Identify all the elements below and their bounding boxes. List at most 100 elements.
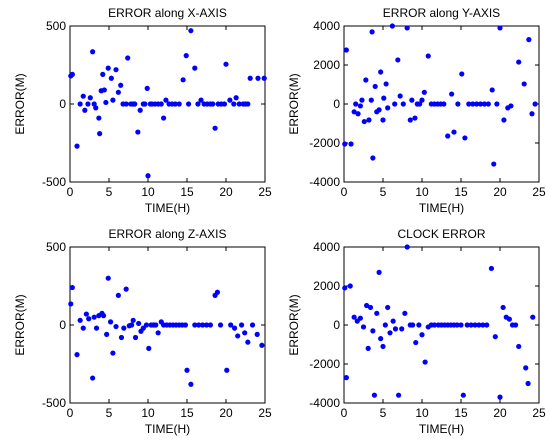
point	[431, 322, 438, 328]
point	[521, 81, 527, 87]
point	[74, 352, 80, 358]
point	[93, 105, 99, 111]
x-axis-label: TIME(H)	[419, 422, 464, 436]
point	[136, 320, 142, 327]
point	[142, 101, 148, 107]
point	[497, 394, 503, 400]
point	[484, 322, 490, 328]
point	[466, 101, 472, 107]
point	[261, 75, 267, 81]
point	[200, 322, 206, 328]
point	[474, 101, 480, 107]
y-axis-label: ERROR(M)	[13, 294, 27, 355]
y-tick-label: 500	[46, 240, 66, 254]
point	[101, 87, 107, 93]
point	[113, 323, 119, 330]
point	[143, 322, 150, 328]
point	[357, 103, 363, 109]
point	[347, 283, 353, 289]
x-tick-label: 10	[141, 185, 155, 199]
point	[369, 29, 375, 35]
point	[417, 101, 423, 107]
point	[494, 101, 500, 107]
point	[378, 69, 384, 75]
x-tick-label: 5	[380, 185, 387, 199]
point	[400, 101, 406, 107]
point	[180, 77, 186, 83]
point	[121, 325, 127, 331]
point	[259, 342, 265, 348]
point	[419, 97, 425, 103]
point	[460, 392, 466, 398]
y-tick-label: 500	[46, 19, 66, 33]
point	[508, 103, 514, 109]
point	[161, 115, 167, 121]
point	[68, 301, 74, 307]
point	[343, 47, 349, 53]
point	[163, 97, 169, 103]
point	[115, 292, 121, 298]
point	[470, 101, 476, 107]
point	[207, 322, 213, 328]
point	[77, 317, 83, 323]
point	[185, 101, 192, 107]
point	[506, 316, 512, 322]
y-tick-label: 4000	[313, 19, 340, 33]
point	[107, 319, 114, 325]
point	[360, 324, 367, 330]
point	[529, 111, 535, 117]
y-tick-label: -500	[42, 175, 66, 189]
point	[153, 322, 159, 328]
point	[392, 101, 398, 107]
point	[419, 332, 425, 338]
point	[80, 93, 86, 99]
point	[82, 107, 88, 113]
point	[404, 244, 410, 250]
point	[233, 95, 239, 101]
point	[364, 302, 370, 309]
point	[184, 367, 190, 373]
x-tick-label: 0	[67, 185, 74, 199]
point	[365, 345, 371, 351]
point	[390, 318, 396, 324]
x-tick-label: 20	[219, 185, 233, 199]
point	[249, 322, 256, 328]
y-tick-label: -2000	[309, 357, 340, 371]
point	[363, 77, 369, 83]
point	[532, 101, 538, 107]
point	[254, 331, 260, 337]
point	[105, 65, 111, 71]
point	[132, 334, 139, 341]
point	[413, 339, 419, 346]
point	[530, 314, 536, 320]
point	[526, 37, 532, 43]
point	[449, 91, 455, 97]
point	[74, 143, 80, 149]
point	[130, 317, 136, 323]
x-tick-label: 25	[258, 185, 272, 199]
point	[454, 322, 460, 328]
point	[397, 93, 403, 99]
y-tick-label: 2000	[313, 279, 340, 293]
point	[115, 89, 121, 95]
x-tick-label: 10	[415, 185, 429, 199]
point	[380, 343, 386, 350]
point	[96, 115, 102, 121]
point	[455, 101, 461, 107]
point	[410, 322, 416, 328]
point	[370, 155, 376, 161]
x-tick-label: 15	[180, 406, 194, 420]
point	[123, 101, 129, 107]
title: CLOCK ERROR	[397, 227, 485, 241]
point	[366, 117, 372, 123]
point	[385, 105, 391, 111]
point	[468, 322, 474, 328]
point	[376, 107, 382, 113]
point	[348, 141, 354, 147]
point	[245, 339, 251, 345]
point	[132, 101, 138, 107]
point	[378, 336, 384, 342]
y-tick-label: 0	[333, 318, 340, 332]
point	[481, 101, 487, 107]
